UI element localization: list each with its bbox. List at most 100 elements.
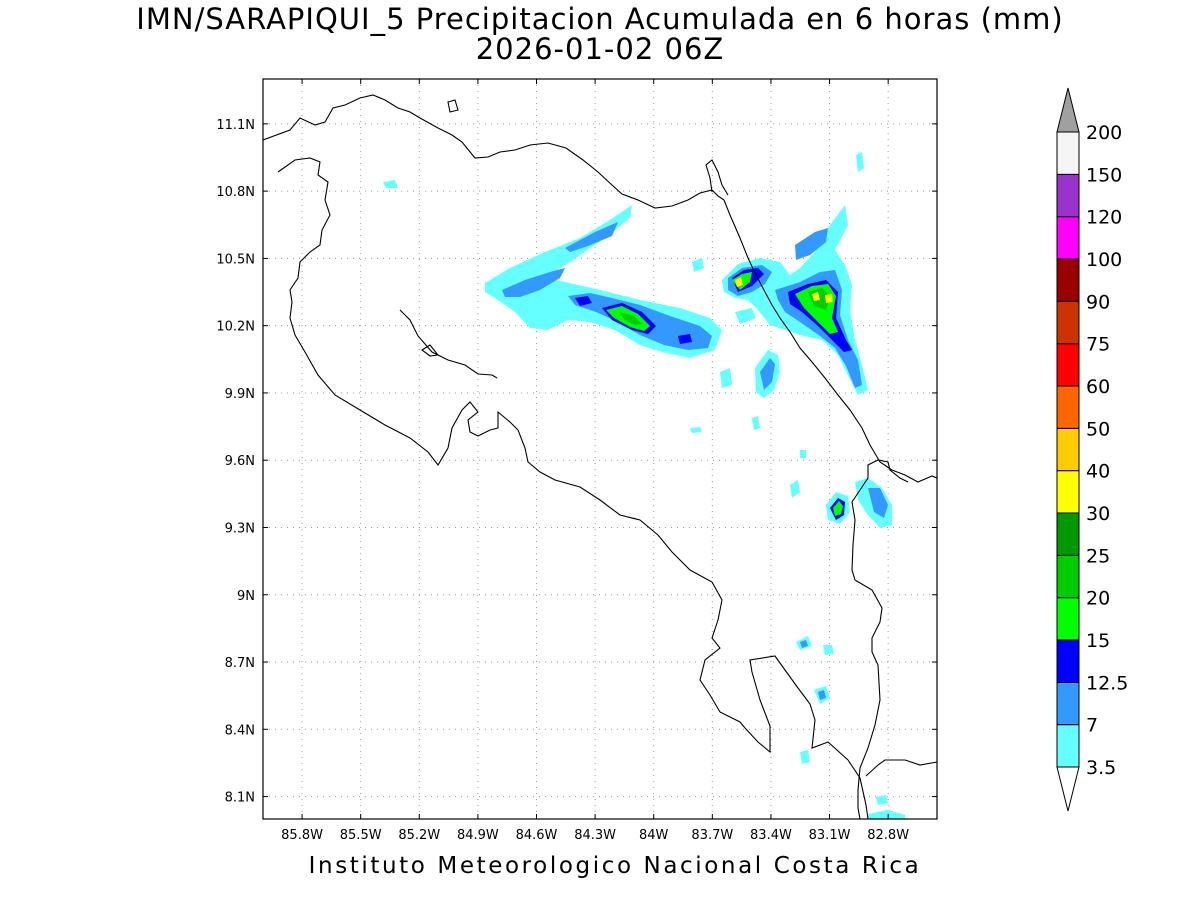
y-tick-label: 8.7N bbox=[225, 656, 255, 671]
colorbar-swatch bbox=[1056, 597, 1080, 641]
colorbar-level-label: 3.5 bbox=[1086, 757, 1116, 779]
precip-area-l1 bbox=[800, 450, 806, 458]
colorbar-level-label: 20 bbox=[1086, 588, 1110, 610]
x-tick-label: 84.9W bbox=[457, 828, 499, 843]
colorbar-under-arrow bbox=[1056, 766, 1080, 812]
colorbar-level-label: 200 bbox=[1086, 122, 1122, 144]
precip-area-l1 bbox=[720, 368, 732, 388]
colorbar-swatch bbox=[1056, 385, 1080, 429]
precip-area-l1 bbox=[383, 180, 398, 188]
map-subtitle: 2026-01-02 06Z bbox=[475, 32, 725, 66]
colorbar-swatch bbox=[1056, 554, 1080, 599]
precip-area-l1 bbox=[876, 795, 888, 805]
colorbar-level-label: 150 bbox=[1086, 164, 1122, 186]
colorbar-level-label: 25 bbox=[1086, 545, 1110, 567]
precip-area-l3 bbox=[678, 334, 692, 344]
colorbar-swatch bbox=[1056, 512, 1080, 556]
x-tick-label: 85.5W bbox=[340, 828, 382, 843]
colorbar-level-label: 75 bbox=[1086, 334, 1110, 356]
x-tick-label: 83.7W bbox=[691, 828, 733, 843]
colorbar-swatch bbox=[1056, 173, 1080, 218]
precip-area-l1 bbox=[800, 750, 810, 764]
x-tick-label: 83.4W bbox=[750, 828, 792, 843]
precip-area-l2 bbox=[868, 488, 888, 518]
colorbar-level-label: 12.5 bbox=[1086, 672, 1128, 694]
colorbar-swatch bbox=[1056, 258, 1080, 302]
colorbar-level-label: 30 bbox=[1086, 503, 1110, 525]
colorbar-level-label: 50 bbox=[1086, 418, 1110, 440]
colorbar-swatch bbox=[1056, 300, 1080, 345]
burica-peninsula bbox=[854, 579, 883, 819]
precip-area-l1 bbox=[790, 480, 800, 498]
san-juan-river bbox=[705, 159, 729, 196]
x-tick-label: 84.6W bbox=[516, 828, 558, 843]
precip-area-l6 bbox=[735, 277, 743, 287]
nicoya-gulf-coast bbox=[399, 309, 498, 379]
colorbar-over-arrow bbox=[1056, 87, 1080, 133]
chira-island bbox=[421, 344, 440, 357]
x-tick-label: 85.8W bbox=[281, 828, 323, 843]
x-tick-label: 83.1W bbox=[809, 828, 851, 843]
colorbar-swatch bbox=[1056, 216, 1080, 260]
colorbar-swatch bbox=[1056, 681, 1080, 726]
y-tick-label: 10.8N bbox=[216, 185, 255, 200]
colorbar-swatch bbox=[1056, 427, 1080, 472]
precip-area-l2 bbox=[565, 222, 618, 252]
map-grid bbox=[263, 79, 937, 819]
panama-border bbox=[851, 459, 909, 581]
chiriqui-coast bbox=[865, 759, 937, 777]
precip-area-l1 bbox=[752, 416, 760, 430]
precip-area-l1 bbox=[690, 427, 702, 433]
precip-area-l2 bbox=[818, 690, 826, 700]
precip-area-l6 bbox=[812, 292, 820, 301]
precip-area-l1 bbox=[735, 308, 756, 324]
precip-area-l5 bbox=[620, 312, 642, 325]
caribbean-coast bbox=[723, 199, 937, 483]
map-title: IMN/SARAPIQUI_5 Precipitacion Acumulada … bbox=[136, 2, 1064, 36]
precip-layer bbox=[383, 152, 905, 819]
y-tick-label: 8.4N bbox=[225, 723, 255, 738]
lake-islet bbox=[447, 99, 459, 113]
precip-area-l2 bbox=[760, 358, 775, 390]
precip-area-l3 bbox=[575, 296, 592, 306]
north-pacific-coast bbox=[277, 157, 746, 729]
precip-colorbar: 3.5 7 12.5 15 20 25 30 40 50 60 75 90 100 120 150 200 bbox=[1056, 87, 1128, 812]
y-tick-label: 9.3N bbox=[225, 521, 255, 536]
y-tick-label: 8.1N bbox=[225, 791, 255, 806]
colorbar-swatch bbox=[1056, 724, 1080, 768]
x-tick-label: 82.8W bbox=[867, 828, 909, 843]
x-tick-label: 84W bbox=[639, 828, 669, 843]
colorbar-level-label: 15 bbox=[1086, 630, 1110, 652]
coastline-layer bbox=[263, 94, 937, 819]
colorbar-swatch bbox=[1056, 639, 1080, 683]
y-tick-label: 11.1N bbox=[216, 118, 255, 133]
colorbar-level-label: 120 bbox=[1086, 207, 1122, 229]
precip-area-l1 bbox=[868, 810, 905, 819]
x-axis-ticks: 85.8W 85.5W 85.2W 84.9W 84.6W 84.3W 84W 83.7W 83… bbox=[281, 79, 909, 843]
y-tick-label: 9N bbox=[237, 589, 255, 604]
colorbar-swatch bbox=[1056, 131, 1080, 175]
x-tick-label: 84.3W bbox=[574, 828, 616, 843]
y-tick-label: 10.2N bbox=[216, 320, 255, 335]
nicaragua-border bbox=[263, 94, 725, 209]
y-tick-label: 9.6N bbox=[225, 454, 255, 469]
y-axis-ticks: 8.1N 8.4N 8.7N 9N 9.3N 9.6N 9.9N 10.2N 10.5N 10.8… bbox=[216, 118, 937, 806]
precip-area-l1 bbox=[856, 152, 864, 172]
map-frame bbox=[262, 78, 938, 820]
precip-area-l4 bbox=[833, 501, 843, 516]
colorbar-swatch bbox=[1056, 470, 1080, 514]
map-footer-credit: Instituto Meteorologico Nacional Costa R… bbox=[308, 853, 922, 879]
osa-peninsula bbox=[744, 655, 869, 819]
colorbar-level-label: 7 bbox=[1086, 715, 1098, 737]
y-tick-label: 9.9N bbox=[225, 387, 255, 402]
precip-area-l2 bbox=[795, 228, 828, 260]
y-tick-label: 10.5N bbox=[216, 252, 255, 267]
precip-area-l1 bbox=[823, 645, 834, 655]
colorbar-level-label: 60 bbox=[1086, 376, 1110, 398]
x-tick-label: 85.2W bbox=[398, 828, 440, 843]
colorbar-level-label: 90 bbox=[1086, 291, 1110, 313]
colorbar-swatch bbox=[1056, 343, 1080, 387]
precip-area-l6 bbox=[825, 294, 833, 303]
precip-area-l2 bbox=[502, 268, 565, 297]
